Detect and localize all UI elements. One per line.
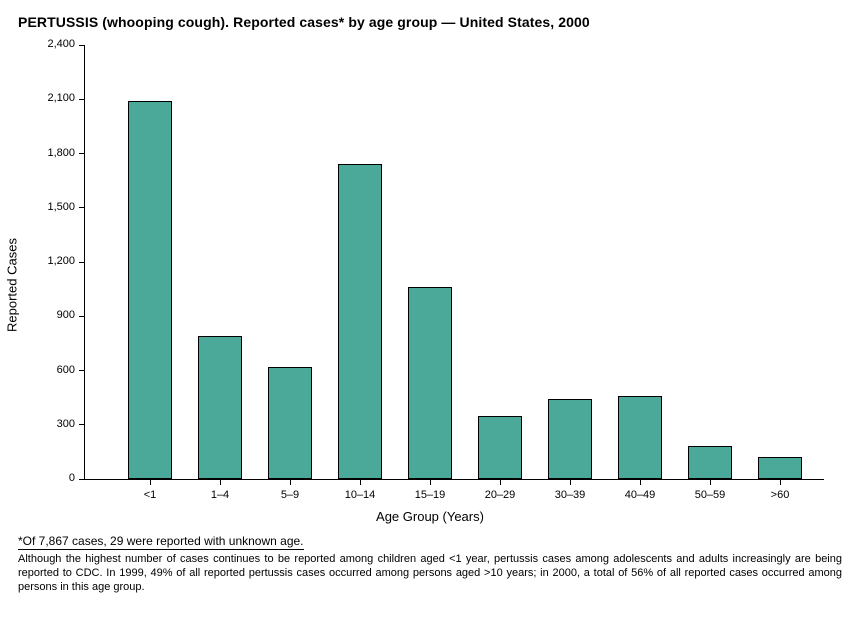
x-tick-mark (710, 480, 711, 485)
bar (338, 164, 381, 479)
page-root: PERTUSSIS (whooping cough). Reported cas… (0, 0, 860, 624)
y-tick-label: 0 (69, 472, 85, 484)
plot-area: <11–45–910–1415–1920–2930–3940–4950–59>6… (84, 46, 824, 480)
bar (478, 416, 521, 479)
footnote-text: *Of 7,867 cases, 29 were reported with u… (18, 534, 304, 550)
bar-slot: >60 (745, 46, 815, 479)
caption-text: Although the highest number of cases con… (18, 553, 842, 594)
y-tick-label: 1,500 (47, 201, 85, 213)
x-tick-mark (290, 480, 291, 485)
x-tick-label: 5–9 (281, 489, 299, 501)
y-tick-label: 1,200 (47, 255, 85, 267)
y-tick-label: 1,800 (47, 147, 85, 159)
bar-slot: 15–19 (395, 46, 465, 479)
x-tick-label: 50–59 (695, 489, 726, 501)
bar (128, 101, 171, 479)
bar (268, 367, 311, 479)
x-tick-mark (430, 480, 431, 485)
x-tick-label: <1 (144, 489, 157, 501)
bar-slot: 30–39 (535, 46, 605, 479)
x-tick-label: 20–29 (485, 489, 516, 501)
bar (548, 399, 591, 479)
x-tick-label: 1–4 (211, 489, 229, 501)
bar (688, 446, 731, 479)
bar-slot: 5–9 (255, 46, 325, 479)
chart-title: PERTUSSIS (whooping cough). Reported cas… (18, 14, 842, 30)
bar (408, 287, 451, 479)
bar (198, 336, 241, 479)
y-tick-label: 2,100 (47, 92, 85, 104)
x-tick-label: 10–14 (345, 489, 376, 501)
x-tick-label: 15–19 (415, 489, 446, 501)
y-tick-label: 2,400 (47, 38, 85, 50)
x-tick-mark (780, 480, 781, 485)
x-axis-label: Age Group (Years) (18, 509, 842, 524)
y-axis-label: Reported Cases (5, 238, 20, 332)
footnote-line: *Of 7,867 cases, 29 were reported with u… (18, 530, 842, 550)
x-tick-label: >60 (771, 489, 790, 501)
x-tick-mark (220, 480, 221, 485)
bar-slot: 20–29 (465, 46, 535, 479)
bar-slot: <1 (115, 46, 185, 479)
bar-slot: 1–4 (185, 46, 255, 479)
x-tick-mark (640, 480, 641, 485)
x-tick-label: 30–39 (555, 489, 586, 501)
y-tick-label: 900 (57, 309, 85, 321)
bar-slot: 50–59 (675, 46, 745, 479)
bars-container: <11–45–910–1415–1920–2930–3940–4950–59>6… (85, 46, 824, 479)
x-tick-mark (360, 480, 361, 485)
bar (758, 457, 801, 479)
bar (618, 396, 661, 479)
bar-slot: 10–14 (325, 46, 395, 479)
x-tick-mark (570, 480, 571, 485)
y-tick-label: 600 (57, 364, 85, 376)
bar-slot: 40–49 (605, 46, 675, 479)
y-tick-label: 300 (57, 418, 85, 430)
x-tick-mark (150, 480, 151, 485)
x-tick-mark (500, 480, 501, 485)
chart-area: Reported Cases <11–45–910–1415–1920–2930… (18, 40, 842, 530)
x-tick-label: 40–49 (625, 489, 656, 501)
